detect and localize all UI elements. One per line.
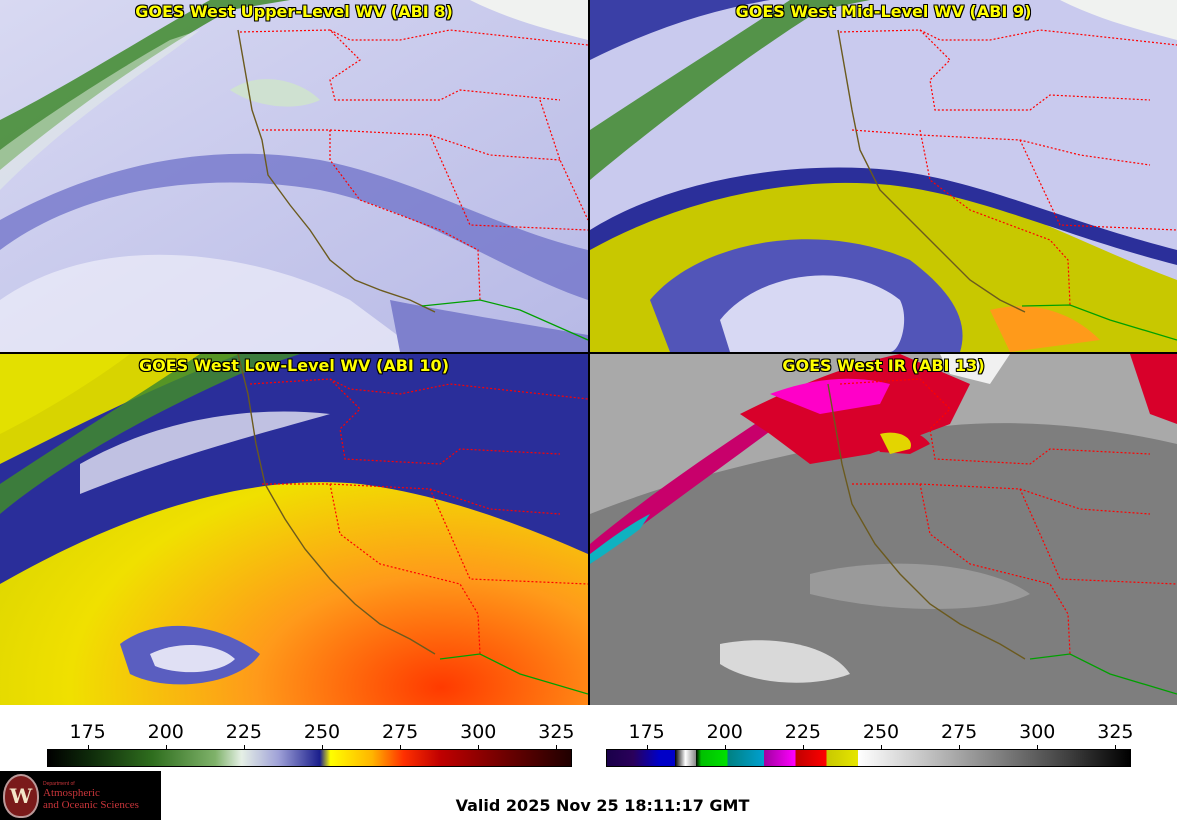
ir-image [590,354,1177,705]
valid-time: Valid 2025 Nov 25 18:11:17 GMT [455,796,750,815]
tick-label: 175 [628,721,665,743]
wv-colorbar-gradient [47,749,572,767]
logo-line1: Atmospheric [43,786,100,799]
panel-title: GOES West Low-Level WV (ABI 10) [138,356,449,375]
tick-mark [243,745,245,750]
panel-divider-horizontal [0,352,1177,354]
tick-label: 250 [303,721,341,743]
tick-label: 200 [706,721,743,743]
tick-label: 225 [225,721,263,743]
panel-ir: GOES West IR (ABI 13) [590,354,1177,705]
wv-colorbar-ticks: 175 200 225 250 275 300 325 [47,705,575,750]
tick-label: 175 [69,721,106,743]
ir-colorbar: 175 200 225 250 275 300 325 [606,705,1134,775]
ir-colorbar-gradient [606,749,1131,767]
tick-label: 200 [147,721,184,743]
panel-mid-level-wv: GOES West Mid-Level WV (ABI 9) [590,0,1177,352]
tick-mark [1037,745,1039,750]
tick-label: 225 [784,721,822,743]
tick-mark [478,745,480,750]
tick-label: 325 [1097,721,1134,743]
tick-label: 275 [940,721,978,743]
panel-title: GOES West Upper-Level WV (ABI 8) [135,2,453,21]
panel-title: GOES West IR (ABI 13) [782,356,985,375]
wv-colorbar: 175 200 225 250 275 300 325 [47,705,575,775]
tick-label: 275 [381,721,419,743]
tick-mark [959,745,961,750]
logo-line2: and Oceanic Sciences [43,798,139,811]
tick-label: 250 [862,721,900,743]
tick-mark [881,745,882,750]
tick-mark [1115,745,1117,750]
panel-title: GOES West Mid-Level WV (ABI 9) [735,2,1032,21]
tick-mark [322,745,323,750]
tick-mark [802,745,804,750]
tick-label: 300 [1019,721,1056,743]
low-level-wv-image [0,354,588,705]
tick-mark [556,745,558,750]
tick-mark [724,745,726,750]
panel-low-level-wv: GOES West Low-Level WV (ABI 10) [0,354,588,705]
panel-upper-level-wv: GOES West Upper-Level WV (ABI 8) [0,0,588,352]
ir-colorbar-ticks: 175 200 225 250 275 300 325 [606,705,1134,750]
tick-mark [400,745,402,750]
tick-mark [646,745,648,750]
logo-dept: Department of [43,780,75,787]
mid-level-wv-image [590,0,1177,352]
tick-mark [87,745,89,750]
tick-mark [165,745,167,750]
tick-label: 325 [538,721,575,743]
tick-label: 300 [460,721,497,743]
aos-logo: W Department of Atmospheric and Oceanic … [0,771,161,820]
upper-level-wv-image [0,0,588,352]
uw-seal-icon: W [3,773,39,818]
